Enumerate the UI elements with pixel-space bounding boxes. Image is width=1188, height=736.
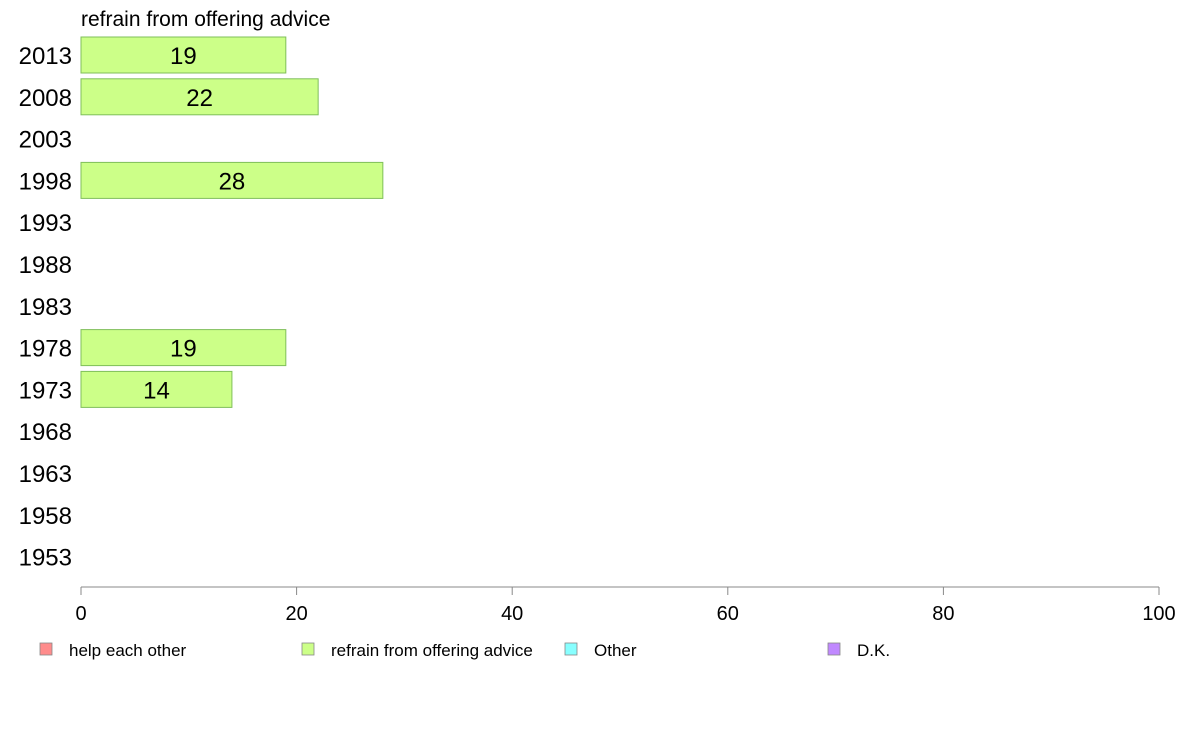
legend-swatch [39,642,53,656]
x-tick-label: 40 [501,603,523,625]
year-label: 1988 [19,252,72,279]
bars-layer: 2013 19 2008 22 2003 1998 28 1993 1988 1983 1978 19… [19,36,384,572]
legend-label: D.K. [857,641,890,660]
year-label: 1963 [19,461,72,488]
bar [80,329,287,367]
x-tick-label: 0 [75,603,86,625]
year-label: 2013 [19,43,72,70]
bar [80,161,384,199]
year-label: 1983 [19,294,72,321]
bar-value-label: 14 [143,377,170,404]
x-tick-label: 60 [717,603,739,625]
legend-swatch [827,642,841,656]
year-label: 1958 [19,503,72,530]
bar [80,370,233,408]
x-tick-label: 100 [1142,603,1175,625]
year-label: 2008 [19,85,72,112]
bar-value-label: 22 [186,85,213,112]
bar-value-label: 28 [219,168,246,195]
year-label: 1993 [19,210,72,237]
year-label: 1953 [19,545,72,572]
x-tick-label: 20 [285,603,307,625]
legend-label: refrain from offering advice [331,641,533,660]
legend: help each other refrain from offering adv… [39,641,890,660]
x-tick-label: 80 [932,603,954,625]
year-label: 1998 [19,168,72,195]
year-label: 2003 [19,127,72,154]
year-label: 1978 [19,336,72,363]
chart-title: refrain from offering advice [81,8,330,31]
legend-label: Other [594,641,637,660]
x-axis: 0 20 40 60 80 100 [75,586,1176,625]
bar [80,78,319,116]
legend-swatch [301,642,315,656]
bar [80,36,287,74]
bar-value-label: 19 [170,336,197,363]
year-label: 1968 [19,419,72,446]
bar-value-label: 19 [170,43,197,70]
legend-swatch [564,642,578,656]
legend-label: help each other [69,641,187,660]
year-label: 1973 [19,377,72,404]
